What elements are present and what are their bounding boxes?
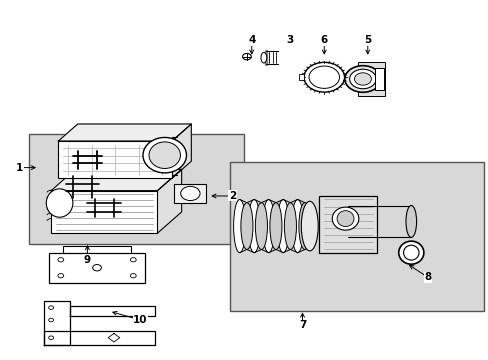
Ellipse shape (130, 274, 136, 278)
Polygon shape (44, 301, 70, 345)
Text: 9: 9 (83, 255, 91, 265)
Ellipse shape (149, 142, 180, 168)
Polygon shape (51, 169, 181, 191)
Bar (298, 75, 304, 80)
Ellipse shape (277, 199, 288, 253)
Polygon shape (44, 330, 155, 345)
Ellipse shape (403, 245, 418, 260)
Ellipse shape (180, 186, 200, 201)
Polygon shape (157, 169, 181, 233)
Ellipse shape (49, 336, 53, 339)
Bar (29, 134, 244, 244)
Ellipse shape (242, 54, 251, 60)
Bar (357, 62, 384, 96)
Ellipse shape (58, 274, 63, 278)
Text: 10: 10 (133, 315, 147, 325)
Polygon shape (58, 124, 191, 141)
Ellipse shape (405, 206, 416, 238)
Ellipse shape (241, 203, 252, 249)
Ellipse shape (354, 73, 371, 85)
Bar (58, 141, 172, 178)
Ellipse shape (301, 201, 318, 251)
Ellipse shape (46, 189, 73, 217)
Ellipse shape (304, 62, 344, 92)
Ellipse shape (344, 66, 380, 92)
Bar (319, 196, 377, 253)
Polygon shape (172, 124, 191, 178)
Ellipse shape (262, 199, 274, 253)
Text: 4: 4 (247, 35, 255, 45)
Text: 8: 8 (424, 273, 431, 283)
Text: 1: 1 (16, 163, 23, 172)
Polygon shape (70, 306, 155, 316)
Ellipse shape (130, 258, 136, 262)
Ellipse shape (93, 265, 101, 271)
Text: 6: 6 (320, 35, 327, 45)
Ellipse shape (269, 203, 282, 249)
Bar (49, 253, 145, 283)
Ellipse shape (233, 199, 245, 253)
Ellipse shape (336, 211, 353, 226)
Bar (374, 68, 383, 90)
Text: 2: 2 (228, 191, 236, 201)
Bar (51, 191, 157, 233)
Ellipse shape (398, 241, 423, 264)
Ellipse shape (291, 199, 303, 253)
Ellipse shape (284, 203, 296, 249)
Text: 3: 3 (286, 35, 293, 45)
Ellipse shape (255, 203, 267, 249)
Ellipse shape (331, 207, 358, 230)
Ellipse shape (49, 306, 53, 309)
Ellipse shape (142, 138, 186, 173)
Text: 5: 5 (364, 35, 371, 45)
Ellipse shape (308, 66, 339, 88)
Bar (229, 162, 483, 311)
Bar (174, 184, 205, 203)
Ellipse shape (349, 69, 375, 89)
Ellipse shape (247, 199, 260, 253)
Ellipse shape (58, 258, 63, 262)
Text: 7: 7 (298, 320, 305, 330)
Ellipse shape (298, 203, 310, 249)
Ellipse shape (49, 318, 53, 322)
Ellipse shape (261, 53, 266, 63)
